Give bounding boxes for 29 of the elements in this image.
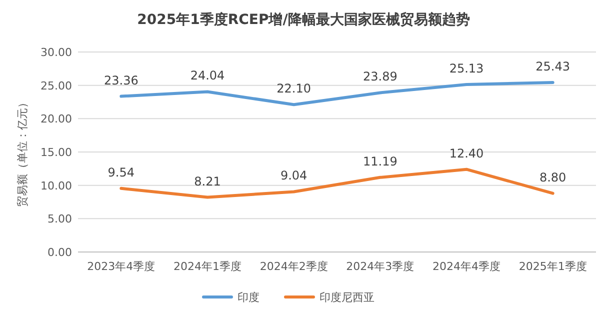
data-label: 8.21 bbox=[194, 174, 221, 188]
y-tick-label: 15.00 bbox=[40, 146, 72, 159]
y-tick-label: 20.00 bbox=[40, 112, 72, 126]
data-label: 23.89 bbox=[362, 70, 398, 84]
data-label: 8.80 bbox=[539, 170, 566, 184]
y-tick-label: 5.00 bbox=[48, 212, 72, 226]
data-label: 25.43 bbox=[536, 59, 570, 74]
data-label: 9.54 bbox=[108, 165, 135, 180]
chart-title: 2025年1季度RCEP增/降幅最大国家医械贸易额趋势 bbox=[137, 11, 470, 28]
legend-label: 印度尼西亚 bbox=[320, 291, 374, 304]
y-tick-label: 10.00 bbox=[40, 179, 72, 192]
y-tick-label: 0.00 bbox=[48, 246, 72, 259]
y-tick-label: 25.00 bbox=[40, 79, 72, 92]
x-tick-label: 2024年2季度 bbox=[260, 260, 328, 273]
data-label: 11.19 bbox=[362, 154, 398, 168]
legend-label: 印度 bbox=[238, 291, 260, 304]
data-label: 25.13 bbox=[449, 61, 484, 76]
data-label: 24.04 bbox=[190, 68, 225, 83]
data-label: 23.36 bbox=[104, 73, 138, 88]
x-tick-label: 2025年1季度 bbox=[518, 260, 587, 273]
x-tick-label: 2023年4季度 bbox=[87, 260, 156, 273]
data-label: 9.04 bbox=[280, 168, 308, 183]
y-tick-label: 30.00 bbox=[40, 46, 72, 59]
data-label: 22.10 bbox=[276, 82, 312, 96]
x-tick-label: 2024年4季度 bbox=[432, 260, 500, 273]
x-tick-label: 2024年3季度 bbox=[346, 260, 414, 273]
x-tick-label: 2024年1季度 bbox=[174, 260, 242, 273]
y-axis-title: 贸易额（单位：亿元） bbox=[16, 97, 29, 207]
data-label: 12.40 bbox=[449, 146, 484, 160]
